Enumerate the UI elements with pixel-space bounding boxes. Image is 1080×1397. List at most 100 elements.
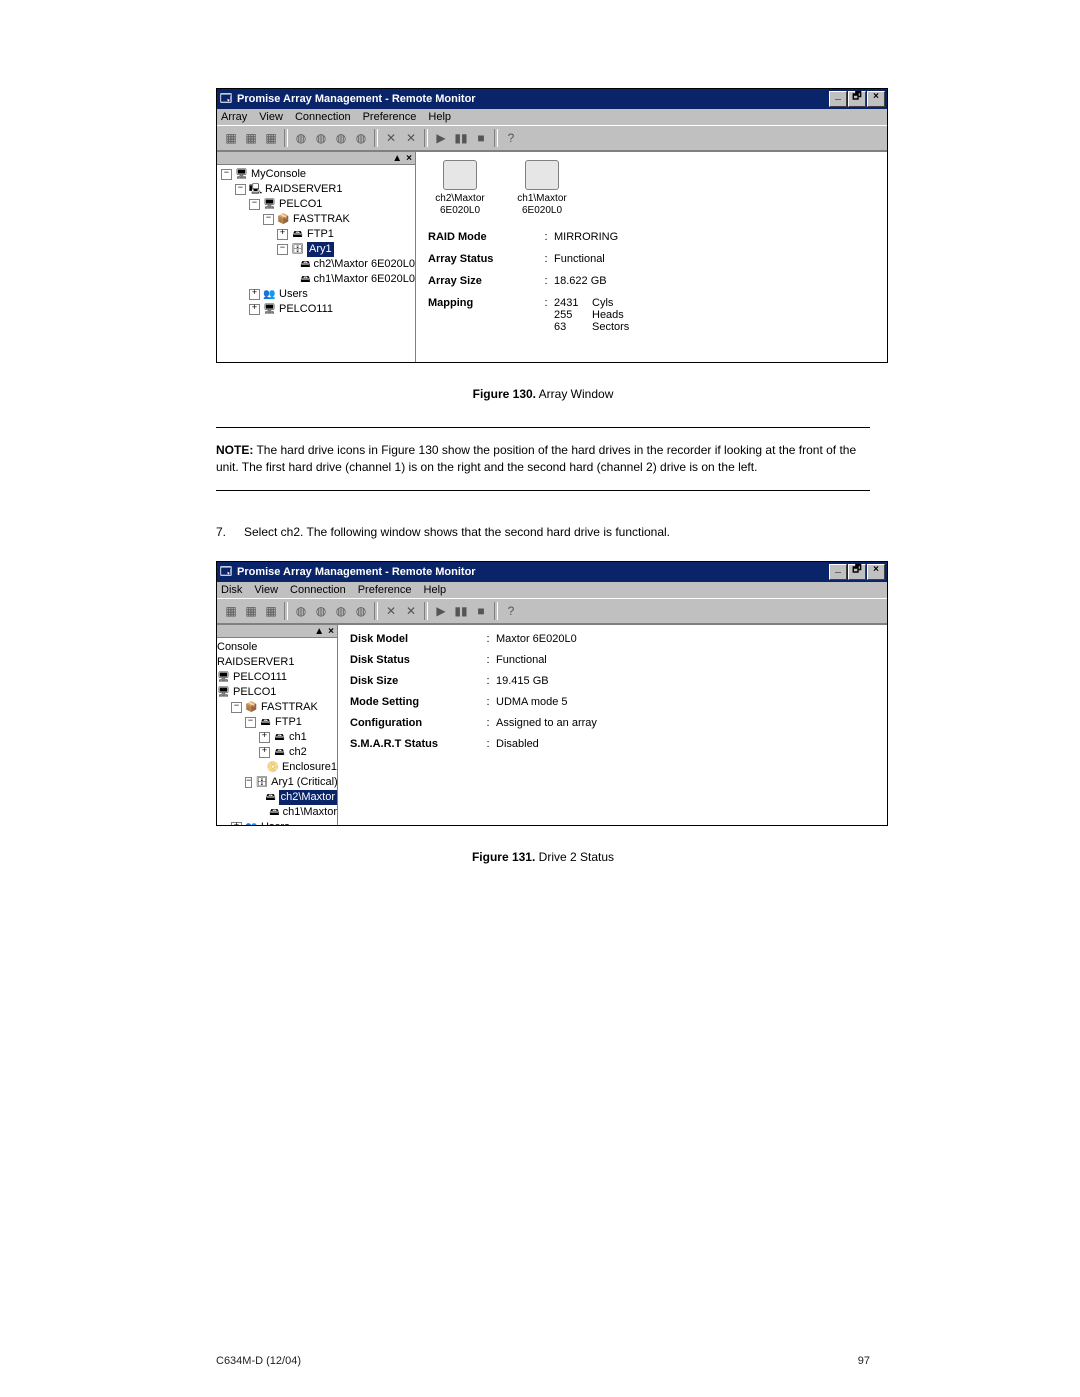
play-icon[interactable]: ▶ [431, 128, 451, 148]
expander-icon[interactable]: − [263, 214, 274, 225]
expander-icon[interactable]: − [235, 184, 246, 195]
tree-item-ch1[interactable]: + ch1 [217, 730, 337, 745]
tree-close-icon[interactable]: × [406, 152, 412, 166]
drive-label: ch2\Maxtor [434, 193, 486, 205]
page-footer: C634M-D (12/04) 97 [216, 1355, 870, 1367]
expander-icon[interactable]: + [259, 732, 270, 743]
tool-icon[interactable]: ▦ [221, 128, 241, 148]
minimize-button[interactable]: _ [829, 564, 847, 580]
field-raid-mode: RAID Mode : MIRRORING [428, 231, 875, 243]
tool-icon[interactable]: ▦ [241, 128, 261, 148]
tree-item-ch2[interactable]: + ch2 [217, 745, 337, 760]
tree-item-enclosure[interactable]: Enclosure1 [217, 760, 337, 775]
menu-help[interactable]: Help [424, 584, 447, 596]
menu-connection[interactable]: Connection [290, 584, 346, 596]
tree-item-fasttrak[interactable]: − FASTTRAK [217, 700, 337, 715]
close-button[interactable]: × [867, 91, 885, 107]
menu-connection[interactable]: Connection [295, 111, 351, 123]
tree-item-ftp1[interactable]: − FTP1 [217, 715, 337, 730]
tool-icon[interactable]: ▦ [261, 601, 281, 621]
tree-item-pelco1[interactable]: PELCO1 [217, 685, 337, 700]
tree-item-raidserver[interactable]: − RAIDSERVER1 [221, 182, 415, 197]
menu-array[interactable]: Array [221, 111, 247, 123]
tool-icon[interactable]: ◍ [331, 128, 351, 148]
tree-item-fasttrak[interactable]: − FASTTRAK [221, 212, 415, 227]
tool-icon[interactable]: ◍ [331, 601, 351, 621]
tree-item-console[interactable]: Console [217, 640, 337, 655]
tool-icon[interactable]: ▦ [221, 601, 241, 621]
menu-view[interactable]: View [259, 111, 283, 123]
tool-icon[interactable]: ◍ [291, 601, 311, 621]
help-icon[interactable]: ? [501, 601, 521, 621]
tool-icon[interactable]: ◍ [311, 128, 331, 148]
restore-button[interactable]: 🗗 [848, 564, 866, 580]
tool-icon[interactable]: ◍ [351, 601, 371, 621]
divider [216, 427, 870, 428]
drive-icon-ch1[interactable]: ch1\Maxtor 6E020L0 [516, 160, 568, 217]
tree-item-drive-ch1[interactable]: ch1\Maxtor 6E020L0 [221, 272, 415, 287]
tool-icon[interactable]: ✕ [401, 128, 421, 148]
expander-icon[interactable]: + [249, 289, 260, 300]
expander-icon[interactable]: − [221, 169, 232, 180]
tree-item-pelco111[interactable]: PELCO111 [217, 670, 337, 685]
tool-icon[interactable]: ◍ [311, 601, 331, 621]
tree-item-users[interactable]: + Users [217, 820, 337, 825]
tree-item-ary1[interactable]: − Ary1 [221, 242, 415, 257]
expander-icon[interactable]: + [231, 822, 242, 825]
detail-pane: Disk Model : Maxtor 6E020L0 Disk Status … [338, 625, 887, 825]
restore-button[interactable]: 🗗 [848, 91, 866, 107]
menu-disk[interactable]: Disk [221, 584, 242, 596]
toolbar: ▦ ▦ ▦ ◍ ◍ ◍ ◍ ✕ ✕ ▶ ▮▮ ■ ? [217, 598, 887, 624]
menu-preference[interactable]: Preference [358, 584, 412, 596]
menu-preference[interactable]: Preference [363, 111, 417, 123]
stop-icon[interactable]: ■ [471, 128, 491, 148]
pause-icon[interactable]: ▮▮ [451, 128, 471, 148]
tree-item-pelco111[interactable]: + PELCO111 [221, 302, 415, 317]
expander-icon[interactable]: + [277, 229, 288, 240]
expander-icon[interactable]: + [259, 747, 270, 758]
expander-icon[interactable]: − [245, 717, 256, 728]
note-text: NOTE: The hard drive icons in Figure 130… [216, 442, 870, 476]
play-icon[interactable]: ▶ [431, 601, 451, 621]
tool-icon[interactable]: ✕ [381, 128, 401, 148]
tree-close-icon[interactable]: × [328, 625, 334, 639]
tool-icon[interactable]: ◍ [291, 128, 311, 148]
toolbar-separator [494, 129, 498, 147]
expander-icon[interactable]: − [277, 244, 288, 255]
tree-item-users[interactable]: + Users [221, 287, 415, 302]
close-button[interactable]: × [867, 564, 885, 580]
host-icon [263, 303, 276, 316]
tool-icon[interactable]: ▦ [261, 128, 281, 148]
tool-icon[interactable]: ▦ [241, 601, 261, 621]
minimize-button[interactable]: _ [829, 91, 847, 107]
tree-tri-icon[interactable]: ▲ [392, 152, 402, 166]
tool-icon[interactable]: ✕ [381, 601, 401, 621]
tree-item-drive-ch2[interactable]: ch2\Maxtor 6E020L0 [221, 257, 415, 272]
tree-item-raidserver[interactable]: RAIDSERVER1 [217, 655, 337, 670]
spacer [259, 763, 264, 772]
tree-item-drive-ch1maxtor[interactable]: ch1\Maxtor [217, 805, 337, 820]
menu-view[interactable]: View [254, 584, 278, 596]
enclosure-icon [267, 761, 279, 774]
tree-item-ftp1[interactable]: + FTP1 [221, 227, 415, 242]
pause-icon[interactable]: ▮▮ [451, 601, 471, 621]
expander-icon[interactable]: + [249, 304, 260, 315]
tree-item-myconsole[interactable]: − MyConsole [221, 167, 415, 182]
stop-icon[interactable]: ■ [471, 601, 491, 621]
tree-item-pelco1[interactable]: − PELCO1 [221, 197, 415, 212]
tool-icon[interactable]: ✕ [401, 601, 421, 621]
tree-tri-icon[interactable]: ▲ [314, 625, 324, 639]
menu-help[interactable]: Help [428, 111, 451, 123]
ftp-icon [259, 716, 272, 729]
toolbar-separator [374, 129, 378, 147]
host-icon [217, 686, 230, 699]
tree-item-drive-ch2maxtor[interactable]: ch2\Maxtor [217, 790, 337, 805]
expander-icon[interactable]: − [231, 702, 242, 713]
drive-icon-ch2[interactable]: ch2\Maxtor 6E020L0 [434, 160, 486, 217]
tree-item-ary1-critical[interactable]: − Ary1 (Critical) [217, 775, 337, 790]
ftp-icon [291, 228, 304, 241]
expander-icon[interactable]: − [245, 777, 252, 788]
help-icon[interactable]: ? [501, 128, 521, 148]
expander-icon[interactable]: − [249, 199, 260, 210]
tool-icon[interactable]: ◍ [351, 128, 371, 148]
